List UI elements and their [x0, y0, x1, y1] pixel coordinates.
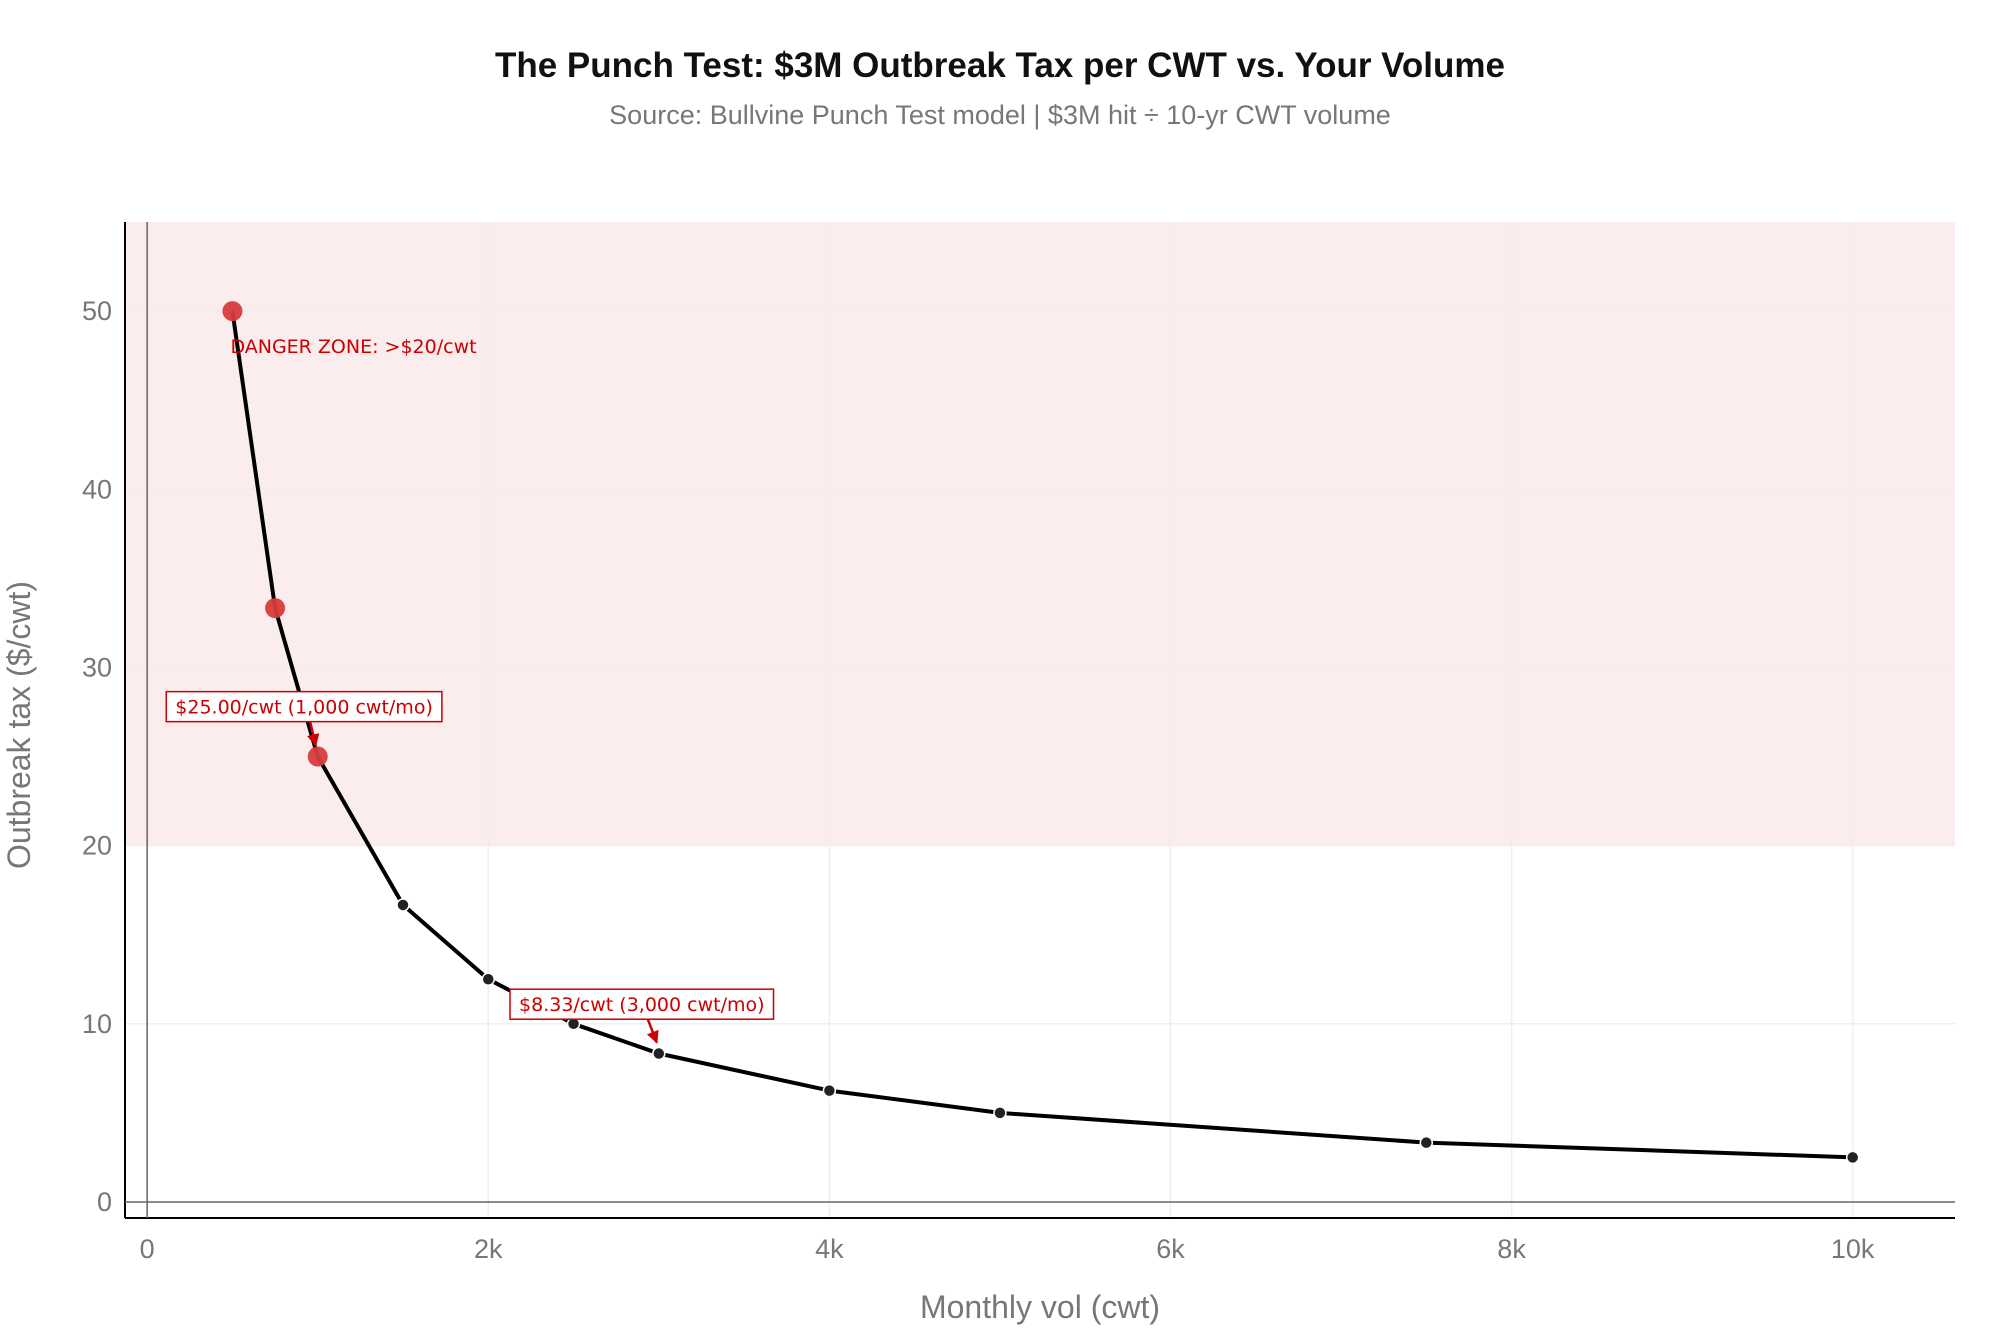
data-point: [396, 898, 410, 912]
data-point: [652, 1046, 666, 1061]
danger-zone-band: [125, 222, 1955, 846]
danger-data-point: [307, 746, 328, 767]
y-axis-title: Outbreak tax ($/cwt): [1, 581, 37, 869]
x-axis-title: Monthly vol (cwt): [920, 1289, 1160, 1325]
axes-layer: 0 2k 4k 6k 8k 10k 0 10 20 30 40 50: [82, 222, 1955, 1264]
danger-zone-layer: [125, 222, 1955, 846]
data-points-layer: [222, 301, 1860, 1165]
annotation-arrow: [307, 721, 320, 747]
y-tick-label: 20: [82, 831, 112, 861]
chart-title: The Punch Test: $3M Outbreak Tax per CWT…: [494, 46, 1505, 85]
data-point: [1419, 1135, 1434, 1150]
y-tick-label: 50: [82, 296, 112, 326]
annotation-label: $25.00/cwt (1,000 cwt/mo): [175, 697, 433, 719]
chart-subtitle: Source: Bullvine Punch Test model | $3M …: [609, 100, 1391, 130]
x-tick-label: 4k: [815, 1234, 844, 1264]
annotation-label: $8.33/cwt (3,000 cwt/mo): [519, 994, 765, 1016]
x-tick-label: 2k: [474, 1234, 503, 1264]
data-point: [481, 972, 496, 986]
danger-data-point: [265, 598, 286, 619]
x-tick-label: 8k: [1497, 1234, 1526, 1264]
data-point: [1845, 1150, 1860, 1165]
grid-layer: [125, 222, 1955, 1218]
danger-data-point: [222, 301, 243, 322]
annotation-box: [165, 690, 443, 723]
danger-zone-label: DANGER ZONE: >$20/cwt: [230, 336, 476, 358]
x-tick-label: 10k: [1831, 1234, 1875, 1264]
y-tick-label: 30: [82, 652, 112, 682]
annotations-layer: DANGER ZONE: >$20/cwt $25.00/cwt (1,000 c…: [165, 336, 775, 1044]
y-tick-label: 40: [82, 474, 112, 504]
data-point: [822, 1083, 837, 1098]
data-point: [993, 1106, 1007, 1120]
y-tick-label: 0: [97, 1187, 112, 1217]
annotation-box: [509, 988, 775, 1020]
annotation-arrow: [646, 1018, 659, 1044]
x-tick-label: 6k: [1156, 1234, 1185, 1264]
x-tick-label: 0: [140, 1234, 155, 1264]
y-tick-label: 10: [82, 1009, 112, 1039]
